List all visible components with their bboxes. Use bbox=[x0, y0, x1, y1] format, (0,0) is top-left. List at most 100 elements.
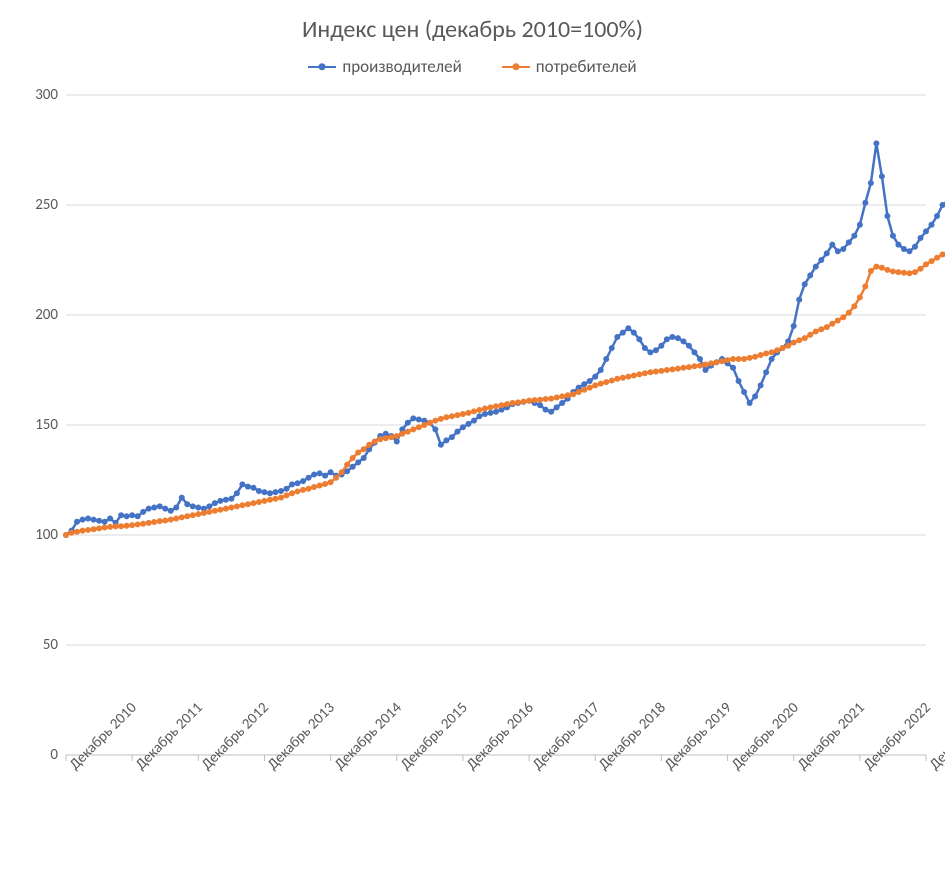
series-marker-производителей bbox=[917, 235, 923, 241]
series-marker-производителей bbox=[873, 140, 879, 146]
series-marker-производителей bbox=[245, 484, 251, 490]
series-marker-потребителей bbox=[614, 376, 620, 382]
series-marker-потребителей bbox=[272, 496, 278, 502]
series-marker-производителей bbox=[702, 367, 708, 373]
series-marker-потребителей bbox=[482, 406, 488, 412]
series-marker-производителей bbox=[548, 409, 554, 415]
plot-svg bbox=[66, 95, 926, 755]
series-marker-производителей bbox=[118, 512, 124, 518]
series-marker-потребителей bbox=[190, 512, 196, 518]
series-marker-потребителей bbox=[399, 431, 405, 437]
series-marker-производителей bbox=[482, 411, 488, 417]
series-marker-потребителей bbox=[140, 521, 146, 527]
series-marker-производителей bbox=[747, 400, 753, 406]
ytick-label: 100 bbox=[35, 526, 58, 544]
series-marker-потребителей bbox=[702, 362, 708, 368]
series-marker-потребителей bbox=[465, 410, 471, 416]
series-marker-потребителей bbox=[476, 407, 482, 413]
series-marker-производителей bbox=[157, 503, 163, 509]
series-marker-потребителей bbox=[146, 520, 152, 526]
series-marker-производителей bbox=[471, 418, 477, 424]
series-marker-производителей bbox=[179, 495, 185, 501]
series-marker-потребителей bbox=[366, 442, 372, 448]
series-marker-потребителей bbox=[278, 495, 284, 501]
series-marker-потребителей bbox=[162, 517, 168, 523]
series-marker-производителей bbox=[752, 393, 758, 399]
series-marker-производителей bbox=[96, 518, 102, 524]
series-marker-потребителей bbox=[416, 424, 422, 430]
series-marker-производителей bbox=[631, 330, 637, 336]
series-marker-производителей bbox=[796, 297, 802, 303]
series-marker-потребителей bbox=[135, 521, 141, 527]
series-marker-производителей bbox=[432, 426, 438, 432]
series-marker-потребителей bbox=[929, 258, 935, 264]
series-marker-производителей bbox=[162, 506, 168, 512]
series-marker-потребителей bbox=[295, 488, 301, 494]
series-marker-потребителей bbox=[675, 366, 681, 372]
series-marker-производителей bbox=[284, 486, 290, 492]
series-marker-потребителей bbox=[548, 396, 554, 402]
ytick-label: 150 bbox=[35, 416, 58, 434]
series-marker-потребителей bbox=[432, 418, 438, 424]
series-marker-производителей bbox=[614, 334, 620, 340]
series-marker-производителей bbox=[239, 481, 245, 487]
series-marker-производителей bbox=[300, 478, 306, 484]
series-marker-производителей bbox=[758, 382, 764, 388]
series-marker-потребителей bbox=[664, 367, 670, 373]
series-marker-потребителей bbox=[714, 359, 720, 365]
series-marker-потребителей bbox=[736, 356, 742, 362]
series-marker-потребителей bbox=[388, 434, 394, 440]
series-marker-потребителей bbox=[499, 402, 505, 408]
series-marker-производителей bbox=[91, 517, 97, 523]
series-marker-производителей bbox=[289, 481, 295, 487]
series-marker-производителей bbox=[405, 420, 411, 426]
legend-swatch-consumers bbox=[502, 66, 530, 68]
series-marker-производителей bbox=[102, 519, 108, 525]
series-marker-потребителей bbox=[543, 396, 549, 402]
series-marker-потребителей bbox=[306, 486, 312, 492]
series-marker-потребителей bbox=[708, 360, 714, 366]
series-marker-потребителей bbox=[223, 506, 229, 512]
series-marker-производителей bbox=[730, 365, 736, 371]
series-marker-производителей bbox=[195, 505, 201, 511]
series-marker-потребителей bbox=[471, 408, 477, 414]
series-marker-потребителей bbox=[862, 283, 868, 289]
series-marker-потребителей bbox=[802, 335, 808, 341]
series-marker-производителей bbox=[184, 501, 190, 507]
series-marker-потребителей bbox=[173, 516, 179, 522]
series-marker-потребителей bbox=[741, 356, 747, 362]
series-marker-производителей bbox=[846, 239, 852, 245]
series-marker-потребителей bbox=[884, 267, 890, 273]
series-marker-производителей bbox=[769, 356, 775, 362]
series-marker-производителей bbox=[267, 490, 273, 496]
series-marker-производителей bbox=[686, 343, 692, 349]
series-marker-потребителей bbox=[603, 379, 609, 385]
series-marker-производителей bbox=[410, 415, 416, 421]
series-marker-производителей bbox=[559, 400, 565, 406]
series-marker-производителей bbox=[636, 336, 642, 342]
series-marker-производителей bbox=[691, 349, 697, 355]
series-marker-потребителей bbox=[493, 403, 499, 409]
series-marker-потребителей bbox=[565, 392, 571, 398]
series-marker-потребителей bbox=[69, 530, 75, 536]
series-marker-потребителей bbox=[576, 389, 582, 395]
series-marker-производителей bbox=[140, 509, 146, 515]
series-marker-производителей bbox=[835, 248, 841, 254]
series-marker-производителей bbox=[234, 490, 240, 496]
series-marker-потребителей bbox=[840, 314, 846, 320]
series-marker-производителей bbox=[675, 335, 681, 341]
series-marker-потребителей bbox=[405, 429, 411, 435]
series-marker-производителей bbox=[487, 410, 493, 416]
series-marker-потребителей bbox=[212, 508, 218, 514]
series-marker-потребителей bbox=[730, 356, 736, 362]
series-marker-потребителей bbox=[763, 351, 769, 357]
series-marker-производителей bbox=[272, 489, 278, 495]
series-marker-потребителей bbox=[80, 528, 86, 534]
series-marker-потребителей bbox=[74, 529, 80, 535]
series-marker-потребителей bbox=[851, 303, 857, 309]
series-marker-потребителей bbox=[157, 518, 163, 524]
series-marker-потребителей bbox=[554, 395, 560, 401]
series-marker-производителей bbox=[355, 459, 361, 465]
series-marker-производителей bbox=[537, 402, 543, 408]
series-marker-производителей bbox=[311, 472, 317, 478]
